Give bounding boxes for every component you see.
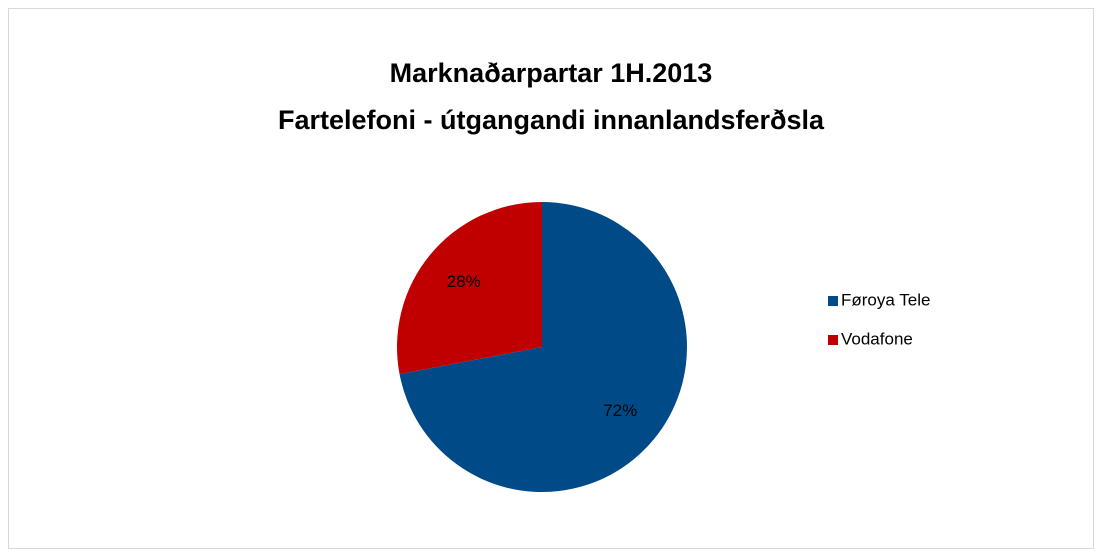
legend-label: Vodafone xyxy=(841,329,913,348)
legend-label: Føroya Tele xyxy=(841,290,930,309)
chart-title: Fartelefoni - útgangandi innanlandsferðs… xyxy=(278,105,825,135)
chart-title: Marknaðarpartar 1H.2013 xyxy=(390,58,713,88)
data-label: 28% xyxy=(447,272,481,291)
legend-swatch xyxy=(828,335,838,345)
data-label: 72% xyxy=(603,401,637,420)
legend-swatch xyxy=(828,296,838,306)
pie-slice xyxy=(397,202,542,375)
pie-slice xyxy=(399,202,688,492)
